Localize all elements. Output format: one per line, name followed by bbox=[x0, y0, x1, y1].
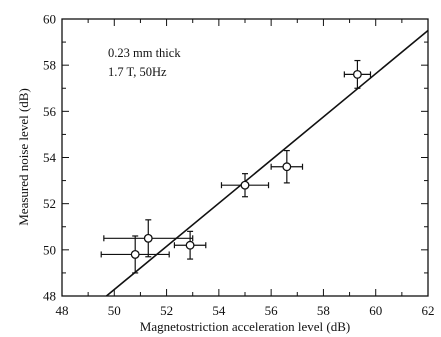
x-tick-label: 56 bbox=[265, 303, 279, 318]
y-tick-label: 60 bbox=[43, 12, 56, 27]
annotation-thickness: 0.23 mm thick bbox=[108, 46, 181, 60]
data-point bbox=[240, 180, 250, 190]
x-tick-label: 54 bbox=[212, 303, 226, 318]
data-points bbox=[100, 59, 372, 274]
y-tick-label: 50 bbox=[43, 242, 56, 257]
annotation-field: 1.7 T, 50Hz bbox=[108, 65, 167, 79]
y-tick-label: 52 bbox=[43, 196, 56, 211]
x-tick-label: 58 bbox=[317, 303, 330, 318]
fit-line-group bbox=[105, 29, 429, 297]
tick-labels: 48 50 52 54 56 58 60 62 48 50 52 54 56 58 60 bbox=[43, 12, 435, 319]
x-tick-label: 48 bbox=[56, 303, 69, 318]
y-tick-label: 54 bbox=[43, 150, 57, 165]
x-tick-label: 62 bbox=[422, 303, 435, 318]
y-axis-label: Measured noise level (dB) bbox=[16, 88, 31, 226]
y-tick-label: 48 bbox=[43, 289, 56, 304]
data-point bbox=[282, 162, 292, 172]
data-point bbox=[130, 249, 140, 259]
data-point bbox=[185, 240, 195, 250]
axis-ticks bbox=[61, 18, 429, 297]
y-tick-label: 58 bbox=[43, 58, 56, 73]
fit-line bbox=[105, 29, 429, 297]
x-axis-label: Magnetostriction acceleration level (dB) bbox=[140, 319, 350, 334]
y-tick-label: 56 bbox=[43, 104, 57, 119]
x-tick-label: 50 bbox=[108, 303, 121, 318]
x-tick-label: 60 bbox=[369, 303, 382, 318]
data-point bbox=[352, 69, 362, 79]
x-tick-label: 52 bbox=[160, 303, 173, 318]
data-point bbox=[143, 233, 153, 243]
